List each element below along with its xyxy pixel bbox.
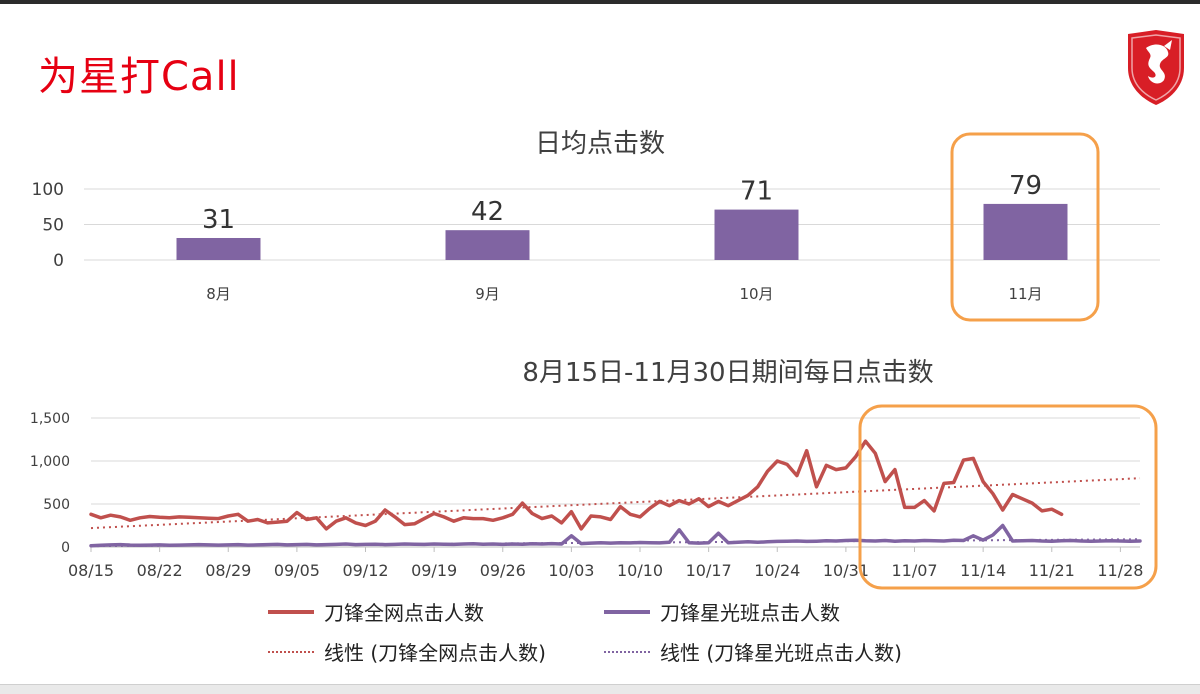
bar-data-label: 79 <box>1009 171 1042 201</box>
line-xtick-label: 11/21 <box>1029 561 1075 580</box>
trendline-red <box>90 477 1141 530</box>
line-xtick-label: 08/22 <box>137 561 183 580</box>
line-xtick-label: 10/24 <box>754 561 800 580</box>
bar <box>714 209 799 260</box>
page-title: 为星打Call <box>38 54 240 100</box>
bar-category-label: 10月 <box>739 285 773 303</box>
bar-chart: 日均点击数 0 50 100 31 42 71 79 8月 9月 10月 11月 <box>32 129 1160 322</box>
bar-ytick-label: 50 <box>42 216 64 236</box>
line-xtick-label: 11/07 <box>891 561 937 580</box>
bar-data-label: 31 <box>202 205 235 235</box>
line-xtick-label: 10/10 <box>617 561 663 580</box>
line-xtick-label: 11/14 <box>960 561 1006 580</box>
series-line-purple <box>89 523 1142 548</box>
line-ytick-label: 1,500 <box>30 411 70 427</box>
line-xtick-label: 09/19 <box>411 561 457 580</box>
msi-dragon-shield-icon <box>1128 30 1184 105</box>
bar-data-label: 42 <box>471 197 504 227</box>
line-xtick-label: 09/05 <box>274 561 320 580</box>
line-xtick-label: 10/03 <box>548 561 594 580</box>
line-ytick-label: 0 <box>61 540 70 556</box>
window-top-border <box>0 0 1200 4</box>
bar-category-label: 11月 <box>1008 285 1042 303</box>
line-xtick-label: 08/15 <box>68 561 114 580</box>
bar <box>983 203 1068 260</box>
line-ytick-label: 1,000 <box>30 454 70 470</box>
bar-data-label: 71 <box>740 177 773 207</box>
line-chart-title: 8月15日-11月30日期间每日点击数 <box>522 358 933 388</box>
series-line-red <box>89 439 1064 531</box>
line-ytick-label: 500 <box>43 497 70 513</box>
window-bottom-border <box>0 684 1200 694</box>
bar <box>176 237 261 260</box>
line-xtick-label: 09/12 <box>342 561 388 580</box>
line-xtick-label: 11/28 <box>1097 561 1143 580</box>
bar-ytick-label: 100 <box>32 180 64 200</box>
bar-highlight-box <box>950 132 1100 322</box>
line-xtick-label: 09/26 <box>480 561 526 580</box>
line-xtick-label: 08/29 <box>205 561 251 580</box>
bar-chart-title: 日均点击数 <box>535 129 665 159</box>
line-chart: 8月15日-11月30日期间每日点击数 0 500 1,000 1,500 08/15… <box>30 358 1158 590</box>
line-highlight-box <box>858 404 1158 590</box>
bar-category-label: 9月 <box>475 285 500 303</box>
bar-ytick-label: 0 <box>53 251 64 271</box>
bar <box>445 230 530 260</box>
line-xtick-label: 10/17 <box>686 561 732 580</box>
bar-category-label: 8月 <box>206 285 231 303</box>
line-xtick-label: 10/31 <box>823 561 869 580</box>
